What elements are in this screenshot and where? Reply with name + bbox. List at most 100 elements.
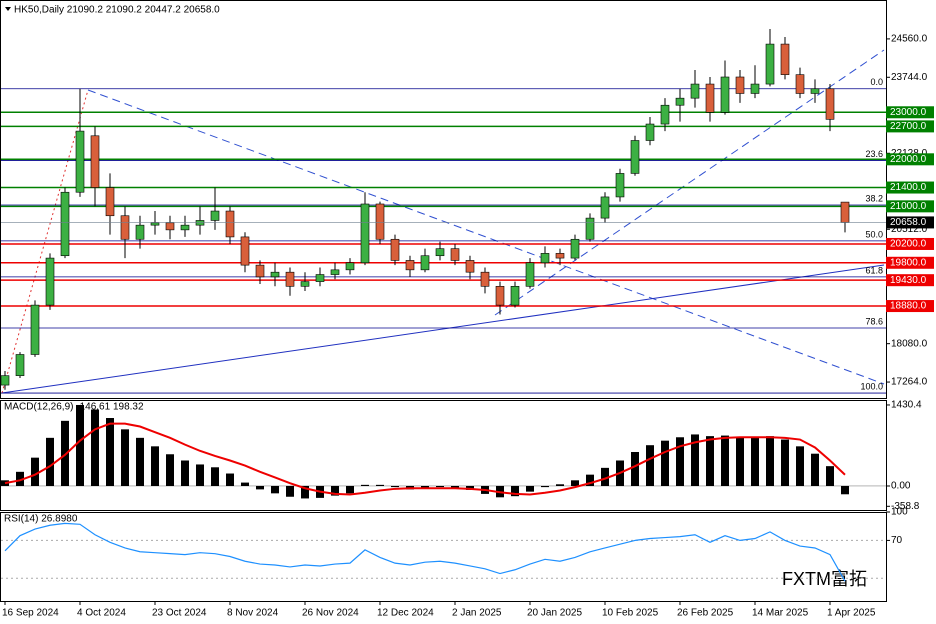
candle-body	[810, 88, 820, 94]
trend-line	[1, 264, 885, 394]
candle-body	[825, 88, 835, 120]
candle-body	[120, 215, 130, 240]
candle-body	[360, 203, 370, 264]
candle-body	[450, 248, 460, 261]
candle-body	[210, 210, 220, 221]
level-tag	[886, 274, 934, 287]
macd-bar	[106, 418, 114, 486]
x-tick-label: 23 Oct 2024	[152, 608, 207, 619]
x-tick-label: 14 Mar 2025	[752, 608, 809, 619]
candle-body	[45, 257, 55, 306]
macd-bar	[136, 437, 144, 486]
macd-bar	[601, 467, 609, 486]
level-label: 21400.0	[890, 182, 927, 193]
macd-bar	[796, 446, 804, 486]
candle-body	[300, 281, 310, 287]
x-tick-label: 8 Nov 2024	[227, 608, 279, 619]
candle-body	[525, 262, 535, 287]
candle-body	[240, 236, 250, 266]
fib-label: 0.0	[870, 77, 883, 87]
rsi-panel	[0, 512, 887, 602]
macd-bar	[151, 446, 159, 486]
candle-body	[345, 262, 355, 271]
candle-body	[750, 83, 760, 94]
macd-bar	[91, 409, 99, 486]
candle-body	[15, 354, 25, 376]
macd-bar	[16, 471, 24, 486]
fib-label: 50.0	[865, 229, 883, 239]
x-tick-label: 4 Oct 2024	[77, 608, 126, 619]
candle-body	[405, 260, 415, 271]
level-tag	[886, 153, 934, 166]
candle-body	[765, 43, 775, 85]
y-tick-label: 18080.0	[891, 338, 928, 349]
level-label: 21000.0	[890, 201, 927, 212]
macd-bar	[331, 485, 339, 496]
macd-bar	[376, 484, 384, 486]
fib-label: 38.2	[865, 193, 883, 203]
level-tag	[886, 256, 934, 269]
y-tick-label: 0.00	[891, 481, 911, 492]
level-tag	[886, 106, 934, 119]
macd-bar	[661, 440, 669, 486]
candle-body	[600, 196, 610, 219]
macd-bar	[181, 460, 189, 486]
candle-body	[675, 97, 685, 106]
candle-body	[420, 255, 430, 271]
level-label: 23000.0	[890, 107, 927, 118]
macd-bar	[271, 485, 279, 494]
macd-bar	[811, 453, 819, 486]
y-tick-label: 100	[891, 507, 908, 518]
x-tick-label: 10 Feb 2025	[602, 608, 659, 619]
rsi-line	[4, 522, 846, 582]
macd-bar	[241, 482, 249, 486]
fib-label: 61.8	[865, 265, 883, 275]
candle-body	[660, 104, 670, 125]
candle-body	[465, 260, 475, 273]
macd-bar	[31, 457, 39, 486]
chart-title: HK50,Daily 21090.2 21090.2 20447.2 20658…	[14, 5, 220, 16]
candle-body	[720, 76, 730, 113]
candle-body	[540, 253, 550, 264]
candle-body	[105, 187, 115, 217]
candle-body	[375, 203, 385, 240]
y-tick-label: -358.8	[891, 501, 920, 512]
candle-body	[90, 135, 100, 188]
y-tick-label: 20512.0	[891, 224, 928, 235]
level-tag	[886, 181, 934, 194]
y-tick-label: 24560.0	[891, 34, 928, 45]
candle-body	[615, 173, 625, 198]
candle-body	[735, 76, 745, 94]
candle-body	[435, 248, 445, 257]
candle-body	[705, 83, 715, 113]
macd-title: MACD(12,26,9) -146.61 198.32	[4, 402, 144, 413]
macd-bar	[691, 434, 699, 486]
price-tag	[886, 216, 934, 229]
candle-body	[585, 217, 595, 240]
title-icon	[5, 7, 11, 11]
candle-body	[165, 222, 175, 231]
x-tick-label: 16 Sep 2024	[2, 608, 59, 619]
x-tick-label: 20 Jan 2025	[527, 608, 582, 619]
candle-body	[840, 201, 850, 223]
macd-bar	[736, 437, 744, 486]
watermark: FXTM富拓	[782, 569, 867, 589]
candle-body	[60, 191, 70, 257]
level-tag	[886, 120, 934, 133]
macd-bar	[226, 473, 234, 486]
macd-bar	[46, 437, 54, 486]
level-tag	[886, 237, 934, 250]
macd-bar	[541, 485, 549, 488]
candle-body	[75, 130, 85, 193]
level-label: 19430.0	[890, 275, 927, 286]
macd-bar	[121, 429, 129, 486]
candle-body	[495, 285, 505, 306]
y-tick-label: 23744.0	[891, 72, 928, 83]
macd-bar	[586, 474, 594, 486]
level-label: 22700.0	[890, 121, 927, 132]
macd-bar	[451, 485, 459, 488]
candle-body	[390, 238, 400, 261]
fib-label: 78.6	[865, 316, 883, 326]
y-tick-label: 70	[891, 535, 903, 546]
